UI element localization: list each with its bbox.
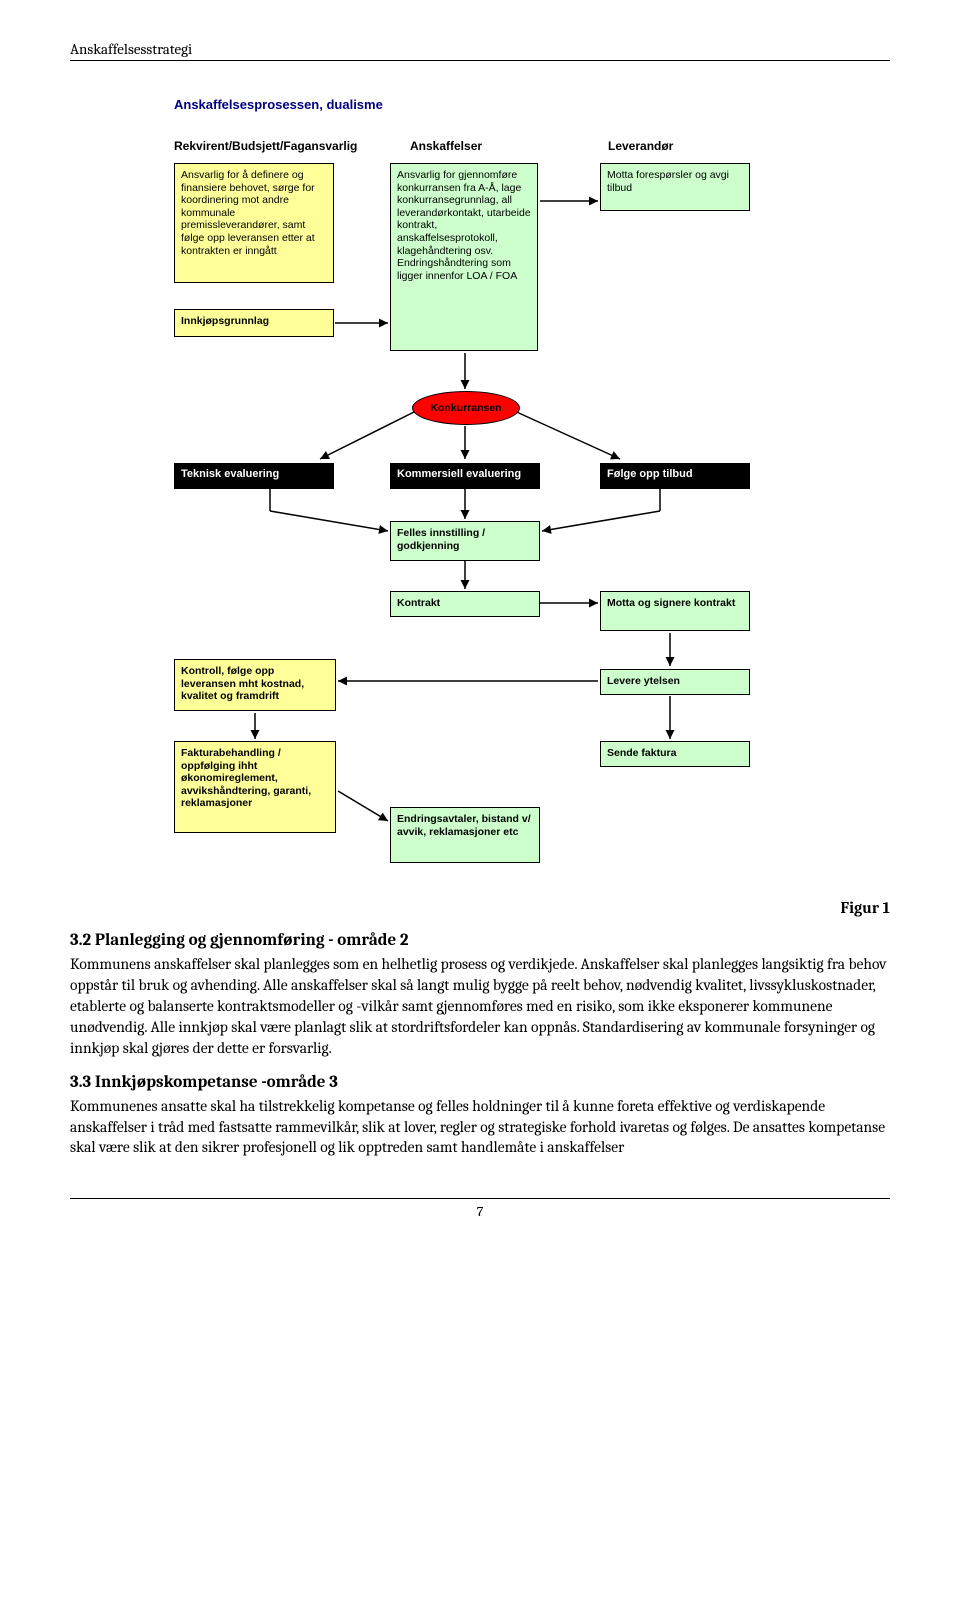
box-kommersiell-evaluering: Kommersiell evaluering bbox=[390, 463, 540, 489]
ellipse-konkurransen: Konkurransen bbox=[412, 391, 520, 425]
box-folge-tilbud: Følge opp tilbud bbox=[600, 463, 750, 489]
header-rule bbox=[70, 60, 890, 61]
column-header-2: Anskaffelser bbox=[410, 139, 482, 153]
running-head: Anskaffelsesstrategi bbox=[70, 40, 890, 58]
box-kontrakt: Kontrakt bbox=[390, 591, 540, 617]
section-3-3-heading: 3.3 Innkjøpskompetanse -område 3 bbox=[70, 1073, 890, 1092]
page-number: 7 bbox=[70, 1198, 890, 1220]
diagram-title: Anskaffelsesprosessen, dualisme bbox=[174, 97, 383, 112]
box-anskaffelser-ansvar: Ansvarlig for gjennomføre konkurransen f… bbox=[390, 163, 538, 351]
box-rekvirent-ansvar: Ansvarlig for å definere og finansiere b… bbox=[174, 163, 334, 283]
box-sende-faktura: Sende faktura bbox=[600, 741, 750, 767]
box-motta-signere: Motta og signere kontrakt bbox=[600, 591, 750, 631]
box-fakturabehandling: Fakturabehandling / oppfølging ihht økon… bbox=[174, 741, 336, 833]
column-header-3: Leverandør bbox=[608, 139, 673, 153]
column-header-1: Rekvirent/Budsjett/Fagansvarlig bbox=[174, 139, 357, 153]
box-levere-ytelsen: Levere ytelsen bbox=[600, 669, 750, 695]
box-endringsavtaler: Endringsavtaler, bistand v/ avvik, rekla… bbox=[390, 807, 540, 863]
process-diagram: Anskaffelsesprosessen, dualisme Rekviren… bbox=[160, 91, 800, 881]
section-3-2-heading: 3.2 Planlegging og gjennomføring - områd… bbox=[70, 931, 890, 950]
figure-label: Figur 1 bbox=[70, 899, 890, 917]
box-felles-innstilling: Felles innstilling / godkjenning bbox=[390, 521, 540, 561]
box-innkjopsgrunnlag: Innkjøpsgrunnlag bbox=[174, 309, 334, 337]
box-teknisk-evaluering: Teknisk evaluering bbox=[174, 463, 334, 489]
section-3-2-body: Kommunens anskaffelser skal planlegges s… bbox=[70, 954, 890, 1059]
box-kontroll: Kontroll, følge opp leveransen mht kostn… bbox=[174, 659, 336, 711]
section-3-3-body: Kommunenes ansatte skal ha tilstrekkelig… bbox=[70, 1096, 890, 1159]
figure-1-diagram: Anskaffelsesprosessen, dualisme Rekviren… bbox=[70, 91, 890, 881]
box-leverandor-motta: Motta forespørsler og avgi tilbud bbox=[600, 163, 750, 211]
